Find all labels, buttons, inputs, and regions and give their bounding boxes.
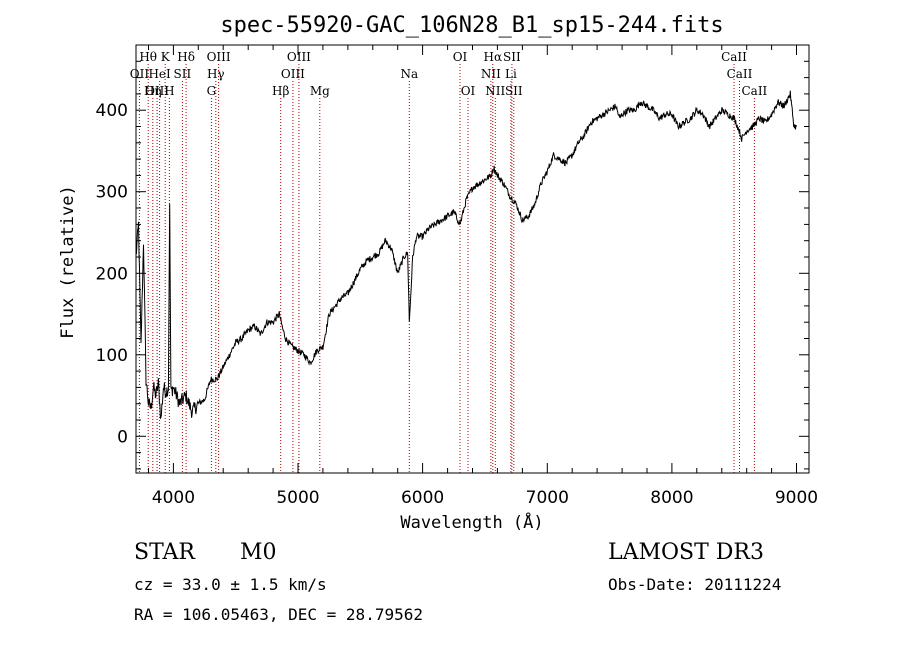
emission-line-label: CaII: [727, 67, 753, 81]
emission-line-label: H: [164, 84, 174, 98]
emission-line-label: SII: [174, 67, 192, 81]
emission-line-label: NII: [485, 84, 505, 98]
emission-line-label: SII: [505, 84, 523, 98]
survey-name: LAMOST DR3: [608, 540, 764, 565]
x-tick-label: 7000: [526, 488, 569, 508]
object-subclass: M0: [240, 540, 277, 565]
emission-line-label: OIII: [207, 50, 231, 64]
emission-line-label: Hβ: [272, 84, 289, 98]
y-tick-label: 200: [96, 264, 128, 284]
emission-line-label: Hα: [484, 50, 503, 64]
x-tick-label: 5000: [276, 488, 319, 508]
emission-line-label: Hθ: [139, 50, 157, 64]
emission-line-label: Hη: [144, 84, 162, 98]
plot-frame: [135, 44, 810, 474]
y-tick-label: 0: [117, 427, 128, 447]
spectrum-line: [135, 90, 797, 419]
object-class: STAR: [134, 540, 195, 565]
emission-line-label: OIII: [281, 67, 305, 81]
x-axis-ticks: 4000 5000 6000 7000 8000 9000: [148, 45, 818, 508]
y-axis-ticks: 0 100 200 300 400: [96, 60, 809, 470]
emission-line-markers: [138, 64, 755, 473]
y-tick-label: 300: [96, 183, 128, 203]
emission-line-label: NII: [481, 67, 501, 81]
emission-line-label: OIII: [287, 50, 311, 64]
emission-line-label: SII: [503, 50, 521, 64]
emission-line-label: CaII: [721, 50, 747, 64]
emission-line-label: Mg: [310, 84, 330, 98]
emission-line-label: Hγ: [207, 67, 225, 81]
emission-line-label: Hδ: [177, 50, 195, 64]
redshift-cz: cz = 33.0 ± 1.5 km/s: [134, 575, 327, 594]
x-axis-label: Wavelength (Å): [400, 511, 543, 533]
emission-line-label: OI: [461, 84, 476, 98]
emission-line-label: OII: [130, 67, 150, 81]
emission-line-label: OIII: [145, 84, 169, 98]
x-tick-label: 9000: [775, 488, 818, 508]
emission-line-label: K: [161, 50, 171, 64]
emission-line-label: CaII: [741, 84, 767, 98]
x-tick-label: 6000: [401, 488, 444, 508]
y-tick-label: 100: [96, 346, 128, 366]
y-axis-label: Flux (relative): [58, 185, 78, 339]
emission-line-label: Na: [400, 67, 418, 81]
emission-line-label: Li: [505, 67, 517, 81]
emission-line-label: G: [207, 84, 217, 98]
emission-line-label: HeI: [148, 67, 171, 81]
chart-title: spec-55920-GAC_106N28_B1_sp15-244.fits: [220, 13, 723, 38]
x-tick-label: 8000: [650, 488, 693, 508]
coordinates: RA = 106.05463, DEC = 28.79562: [134, 605, 423, 624]
observation-date: Obs-Date: 20111224: [608, 575, 782, 594]
x-tick-label: 4000: [152, 488, 195, 508]
emission-line-label: OI: [453, 50, 468, 64]
y-tick-label: 400: [96, 101, 128, 121]
